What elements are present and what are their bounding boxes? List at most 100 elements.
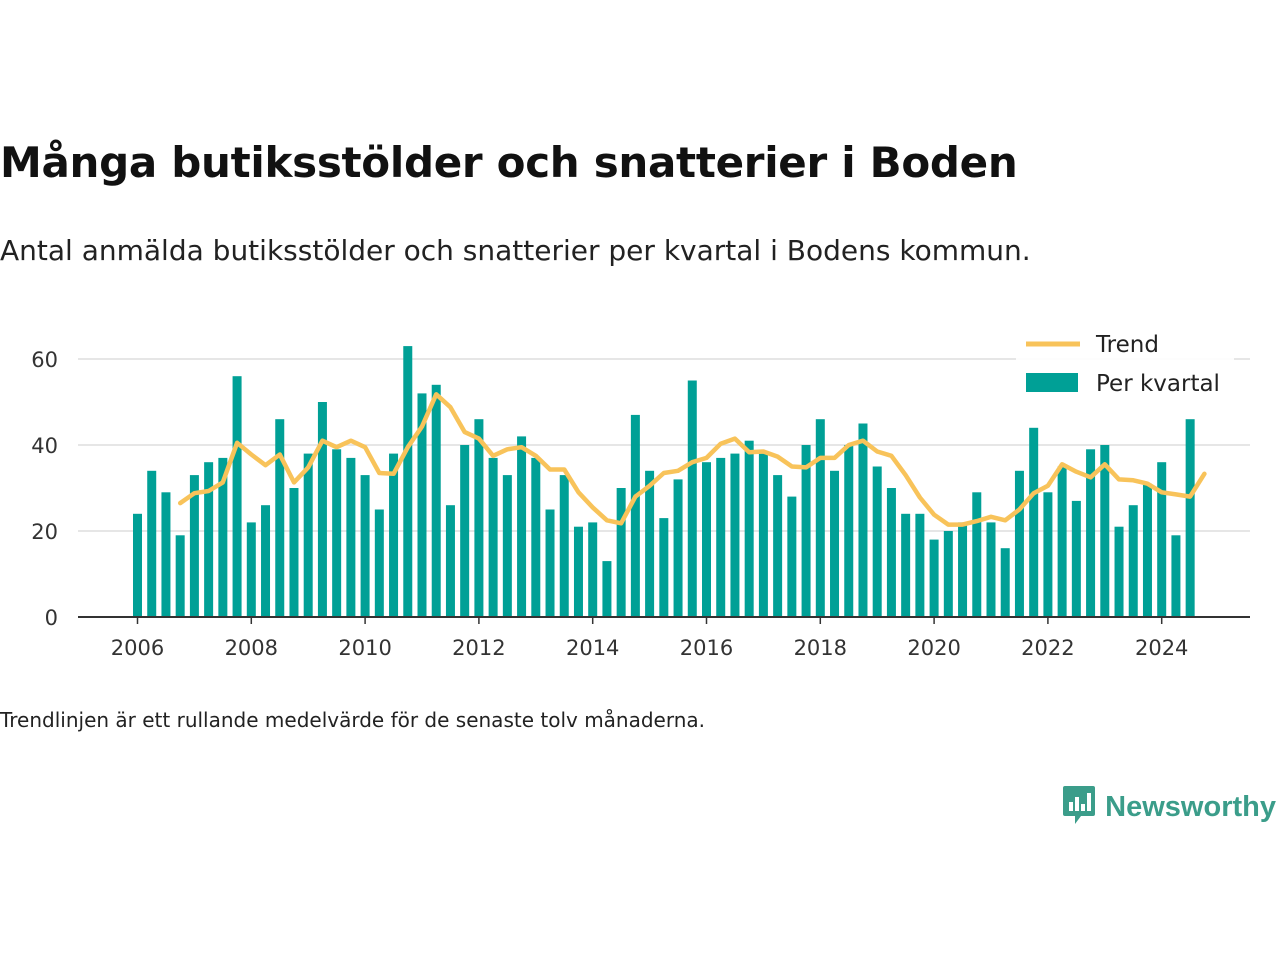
bar: [815, 419, 825, 617]
newsworthy-logo-icon: [1061, 784, 1097, 830]
bar: [559, 475, 569, 617]
bar: [133, 513, 142, 617]
bar: [189, 475, 199, 617]
brand-name: Newsworthy: [1105, 790, 1276, 823]
x-tick-label: 2014: [566, 636, 619, 660]
bar: [915, 513, 925, 617]
bar: [502, 475, 512, 617]
x-tick-label: 2016: [680, 636, 733, 660]
bar: [1071, 500, 1081, 617]
bar: [901, 513, 911, 617]
bar: [1043, 492, 1053, 617]
bar: [1157, 462, 1167, 617]
bar: [389, 453, 399, 617]
bar: [1171, 535, 1181, 617]
x-tick-label: 2018: [794, 636, 847, 660]
bar: [858, 423, 868, 617]
x-tick-label: 2006: [111, 636, 164, 660]
bar: [1014, 470, 1024, 617]
bar: [787, 496, 797, 617]
bar: [616, 488, 626, 617]
bar: [204, 462, 214, 617]
bar: [246, 522, 256, 617]
bar: [943, 531, 953, 617]
bar: [958, 522, 968, 617]
x-tick-label: 2012: [452, 636, 505, 660]
bar: [332, 449, 342, 617]
bar: [517, 436, 527, 617]
bar: [573, 526, 583, 617]
bar: [474, 419, 484, 617]
x-tick-label: 2024: [1135, 636, 1188, 660]
bar: [232, 376, 242, 617]
bar: [1185, 419, 1195, 617]
bars-series: [133, 346, 1195, 617]
x-tick-label: 2010: [338, 636, 391, 660]
x-tick-label: 2022: [1021, 636, 1074, 660]
y-tick-label: 0: [45, 606, 58, 630]
y-tick-label: 20: [31, 520, 58, 544]
bar: [673, 479, 683, 617]
bar: [261, 505, 271, 617]
bar: [317, 402, 327, 617]
bar: [1142, 483, 1152, 617]
bar: [175, 535, 185, 617]
bar: [289, 488, 299, 617]
bar: [702, 462, 711, 617]
chart-title: Många butiksstölder och snatterier i Bod…: [0, 138, 1018, 187]
bar: [630, 414, 640, 617]
bar: [1128, 505, 1138, 617]
bar: [687, 380, 697, 617]
bar: [488, 457, 498, 617]
bar: [886, 488, 896, 617]
chart-footnote: Trendlinjen är ett rullande medelvärde f…: [0, 708, 706, 732]
bar: [758, 453, 768, 617]
bar: [659, 518, 669, 617]
brand: Newsworthy: [1061, 784, 1276, 830]
legend: Trend Per kvartal: [1016, 328, 1234, 404]
bar: [1000, 548, 1010, 617]
bar: [1114, 526, 1124, 617]
bar: [161, 492, 171, 617]
bar: [545, 509, 555, 617]
bar: [645, 470, 655, 617]
legend-trend-label: Trend: [1095, 332, 1159, 358]
y-tick-label: 40: [31, 434, 58, 458]
bar: [730, 453, 740, 617]
x-tick-label: 2008: [225, 636, 278, 660]
bar: [1057, 466, 1067, 617]
y-axis-ticks: 0 20 40 60: [31, 348, 58, 630]
y-tick-label: 60: [31, 348, 58, 372]
bar: [275, 419, 285, 617]
bar: [801, 445, 811, 617]
bar: [431, 384, 441, 617]
bar: [218, 457, 228, 617]
bar: [1100, 445, 1110, 617]
chart-subtitle: Antal anmälda butiksstölder och snatteri…: [0, 234, 1031, 267]
chart-plot: 2006 2008 2010 2012 2014 2016 2018 2020 2022 2024…: [31, 328, 1250, 660]
legend-bar-label: Per kvartal: [1096, 371, 1220, 397]
trend-line: [177, 392, 1207, 527]
bar: [986, 522, 996, 617]
bar: [844, 445, 854, 617]
x-axis: 2006 2008 2010 2012 2014 2016 2018 2020 2022 2024: [78, 616, 1250, 660]
x-tick-label: 2020: [907, 636, 960, 660]
bar: [531, 457, 541, 617]
bar: [1086, 449, 1096, 617]
bar: [602, 561, 612, 617]
bar: [972, 492, 982, 617]
legend-bar-swatch: [1026, 373, 1078, 392]
bar: [716, 457, 726, 617]
trend-series: [177, 392, 1207, 527]
bar: [303, 453, 313, 617]
bar: [460, 445, 470, 617]
bar: [346, 457, 356, 617]
bar: [773, 475, 783, 617]
bar: [830, 470, 840, 617]
bar: [588, 522, 598, 617]
bar: [374, 509, 384, 617]
bar: [744, 440, 754, 617]
bar: [445, 505, 455, 617]
bar: [147, 470, 157, 617]
bar: [417, 393, 427, 617]
